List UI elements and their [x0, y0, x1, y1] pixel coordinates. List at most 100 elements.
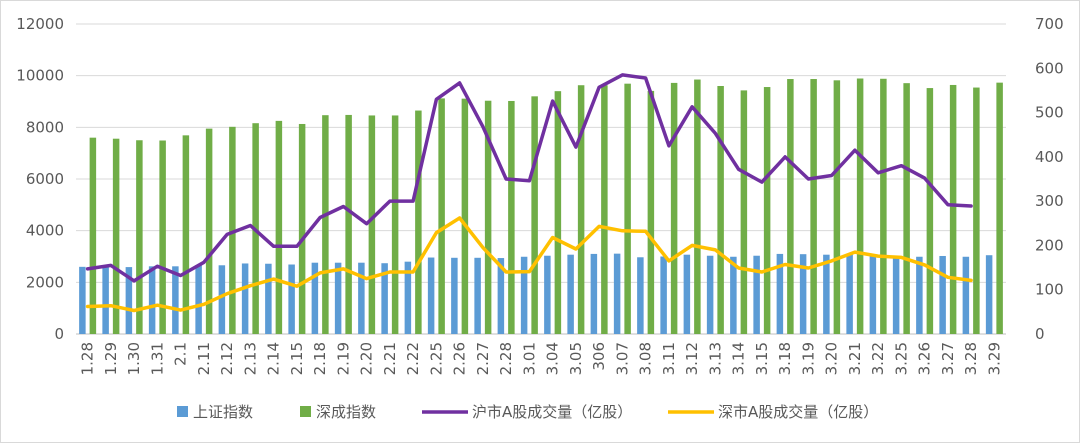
- bar-shanghai-index: [590, 253, 598, 334]
- bar-shanghai-index: [195, 265, 202, 334]
- x-axis-tick-label: 3.28: [962, 342, 980, 375]
- bar-shanghai-index: [799, 254, 807, 334]
- left-axis-tick-label: 10000: [16, 67, 64, 85]
- x-axis-tick-label: 3.27: [939, 342, 957, 375]
- x-axis-tick-label: 3.01: [520, 342, 538, 375]
- bar-shanghai-index: [637, 257, 644, 334]
- x-axis-tick-label: 2.20: [358, 342, 376, 375]
- left-axis-tick-label: 12000: [16, 15, 64, 33]
- x-axis-tick-label: 3.04: [544, 342, 562, 375]
- bar-shenzhen-index: [554, 91, 562, 335]
- bar-shanghai-index: [265, 263, 272, 334]
- bar-shenzhen-index: [461, 98, 469, 335]
- x-axis-tick-label: 2.28: [497, 342, 515, 375]
- bar-shanghai-index: [288, 264, 295, 334]
- right-axis-tick-label: 400: [1035, 148, 1064, 166]
- x-axis-tick-label: 3.05: [567, 342, 585, 375]
- bar-shanghai-index: [172, 266, 179, 334]
- left-axis-tick-label: 0: [54, 325, 64, 343]
- x-axis-tick-label: 2.25: [427, 342, 445, 375]
- bar-shenzhen-index: [740, 90, 748, 335]
- right-axis-tick-label: 0: [1035, 325, 1045, 343]
- bar-shanghai-index: [334, 262, 342, 334]
- x-axis-tick-label: 3.21: [846, 342, 864, 375]
- legend-label: 上证指数: [193, 403, 253, 421]
- bar-shanghai-index: [892, 256, 900, 334]
- bar-shanghai-index: [381, 263, 388, 334]
- legend-swatch: [177, 406, 188, 417]
- right-axis-tick-label: 200: [1035, 236, 1064, 254]
- x-axis-tick-label: 2.27: [474, 342, 492, 375]
- bar-shenzhen-index: [647, 90, 655, 335]
- x-axis-tick-label: 2.26: [451, 342, 469, 375]
- bar-shanghai-index: [962, 256, 970, 334]
- x-axis-tick-label: 3.19: [799, 342, 817, 375]
- bar-shenzhen-index: [996, 82, 1003, 335]
- bar-shenzhen-index: [112, 138, 120, 334]
- x-axis-tick-label: 2.12: [218, 342, 236, 375]
- x-axis-tick-label: 3.26: [916, 342, 934, 375]
- legend-label: 沪市A股成交量（亿股）: [472, 403, 632, 421]
- x-axis-tick-label: 3.20: [823, 342, 841, 375]
- line-shanghai-volume: [85, 73, 973, 283]
- bar-shenzhen-index: [880, 78, 887, 335]
- bar-shenzhen-index: [763, 87, 771, 335]
- x-axis-tick-label: 1.28: [79, 342, 97, 375]
- right-axis-ticks: 0 100 200 300 400 500 600 700: [1035, 15, 1064, 343]
- bar-shanghai-index: [567, 254, 574, 334]
- bar-shanghai-index: [218, 265, 226, 334]
- bar-shanghai-index: [102, 266, 109, 334]
- x-axis-tick-label: 2.15: [288, 342, 306, 375]
- bar-shanghai-index: [451, 257, 458, 334]
- bar-shanghai-index: [148, 266, 156, 334]
- bar-shenzhen-index: [973, 87, 980, 334]
- bar-shenzhen-index: [391, 115, 399, 334]
- bar-shenzhen-index: [856, 78, 864, 334]
- bar-shenzhen-index: [624, 83, 631, 334]
- x-axis-tick-label: 3.11: [660, 342, 678, 375]
- bar-shenzhen-index: [298, 123, 306, 334]
- bar-shanghai-index: [613, 253, 621, 334]
- bar-shenzhen-index: [949, 84, 957, 334]
- x-axis-tick-label: 2.13: [241, 342, 259, 375]
- legend-label: 深成指数: [316, 403, 376, 421]
- bar-shanghai-index: [311, 262, 319, 334]
- bar-shenzhen-index: [694, 79, 701, 335]
- bar-shenzhen-index: [670, 82, 678, 335]
- left-axis-ticks: 0 2000 4000 6000 8000 10000 12000: [16, 15, 64, 343]
- x-axis-tick-label: 3.25: [892, 342, 910, 375]
- right-axis-tick-label: 600: [1035, 59, 1064, 77]
- bar-shenzhen-index: [438, 98, 445, 335]
- bar-shenzhen-index: [577, 85, 585, 334]
- legend-swatch: [300, 406, 311, 417]
- x-axis-tick-label: 1.30: [125, 342, 143, 375]
- bar-shanghai-index: [823, 254, 830, 334]
- right-axis-tick-label: 700: [1035, 15, 1064, 33]
- x-axis-tick-label: 2.18: [311, 342, 329, 375]
- bar-shenzhen-index: [322, 115, 329, 334]
- bar-shanghai-index: [776, 253, 784, 334]
- x-axis-tick-label: 3.15: [753, 342, 771, 375]
- bar-shanghai-index: [869, 255, 877, 334]
- left-axis-tick-label: 6000: [26, 170, 64, 188]
- x-axis-tick-label: 2.19: [334, 342, 352, 375]
- x-axis-tick-label: 2.1: [172, 342, 190, 366]
- bar-shanghai-index: [916, 256, 923, 334]
- bar-shanghai-index: [683, 254, 691, 334]
- gridlines: [76, 23, 1006, 335]
- bar-shanghai-index: [474, 257, 481, 334]
- bar-shenzhen-index: [810, 79, 817, 335]
- volume-lines: [85, 73, 973, 313]
- bar-shenzhen-index: [508, 100, 515, 334]
- x-axis-tick-label: 3.22: [869, 342, 887, 375]
- bar-shanghai-index: [520, 256, 528, 334]
- bar-shenzhen-index: [136, 140, 143, 334]
- bar-shanghai-index: [79, 266, 86, 334]
- bar-shenzhen-index: [833, 80, 841, 334]
- x-axis-tick-label: 1.29: [102, 342, 120, 375]
- bar-shanghai-index: [660, 256, 667, 334]
- bar-shanghai-index: [939, 255, 946, 334]
- left-axis-tick-label: 4000: [26, 222, 64, 240]
